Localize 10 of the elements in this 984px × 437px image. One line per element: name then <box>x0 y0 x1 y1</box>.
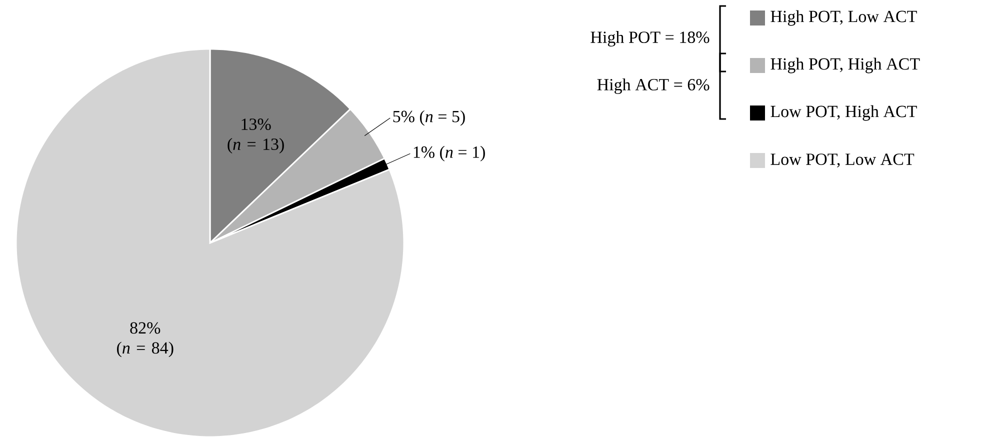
data-label: 82% (n = 84) <box>117 322 174 358</box>
legend-label: Low POT, Low ACT <box>770 154 914 168</box>
legend-label: Low POT, High ACT <box>770 105 917 121</box>
legend-label: High POT, Low ACT <box>770 10 917 26</box>
text: High ACT = 6% <box>597 78 710 94</box>
data-label: 1% (n = 1) <box>414 146 485 162</box>
legend-label: High POT, High ACT <box>770 58 920 74</box>
data-label: 5% (n = 5) <box>393 110 465 126</box>
data-label: 13% (n = 13) <box>228 118 284 154</box>
text: High POT = 18% <box>590 31 710 47</box>
